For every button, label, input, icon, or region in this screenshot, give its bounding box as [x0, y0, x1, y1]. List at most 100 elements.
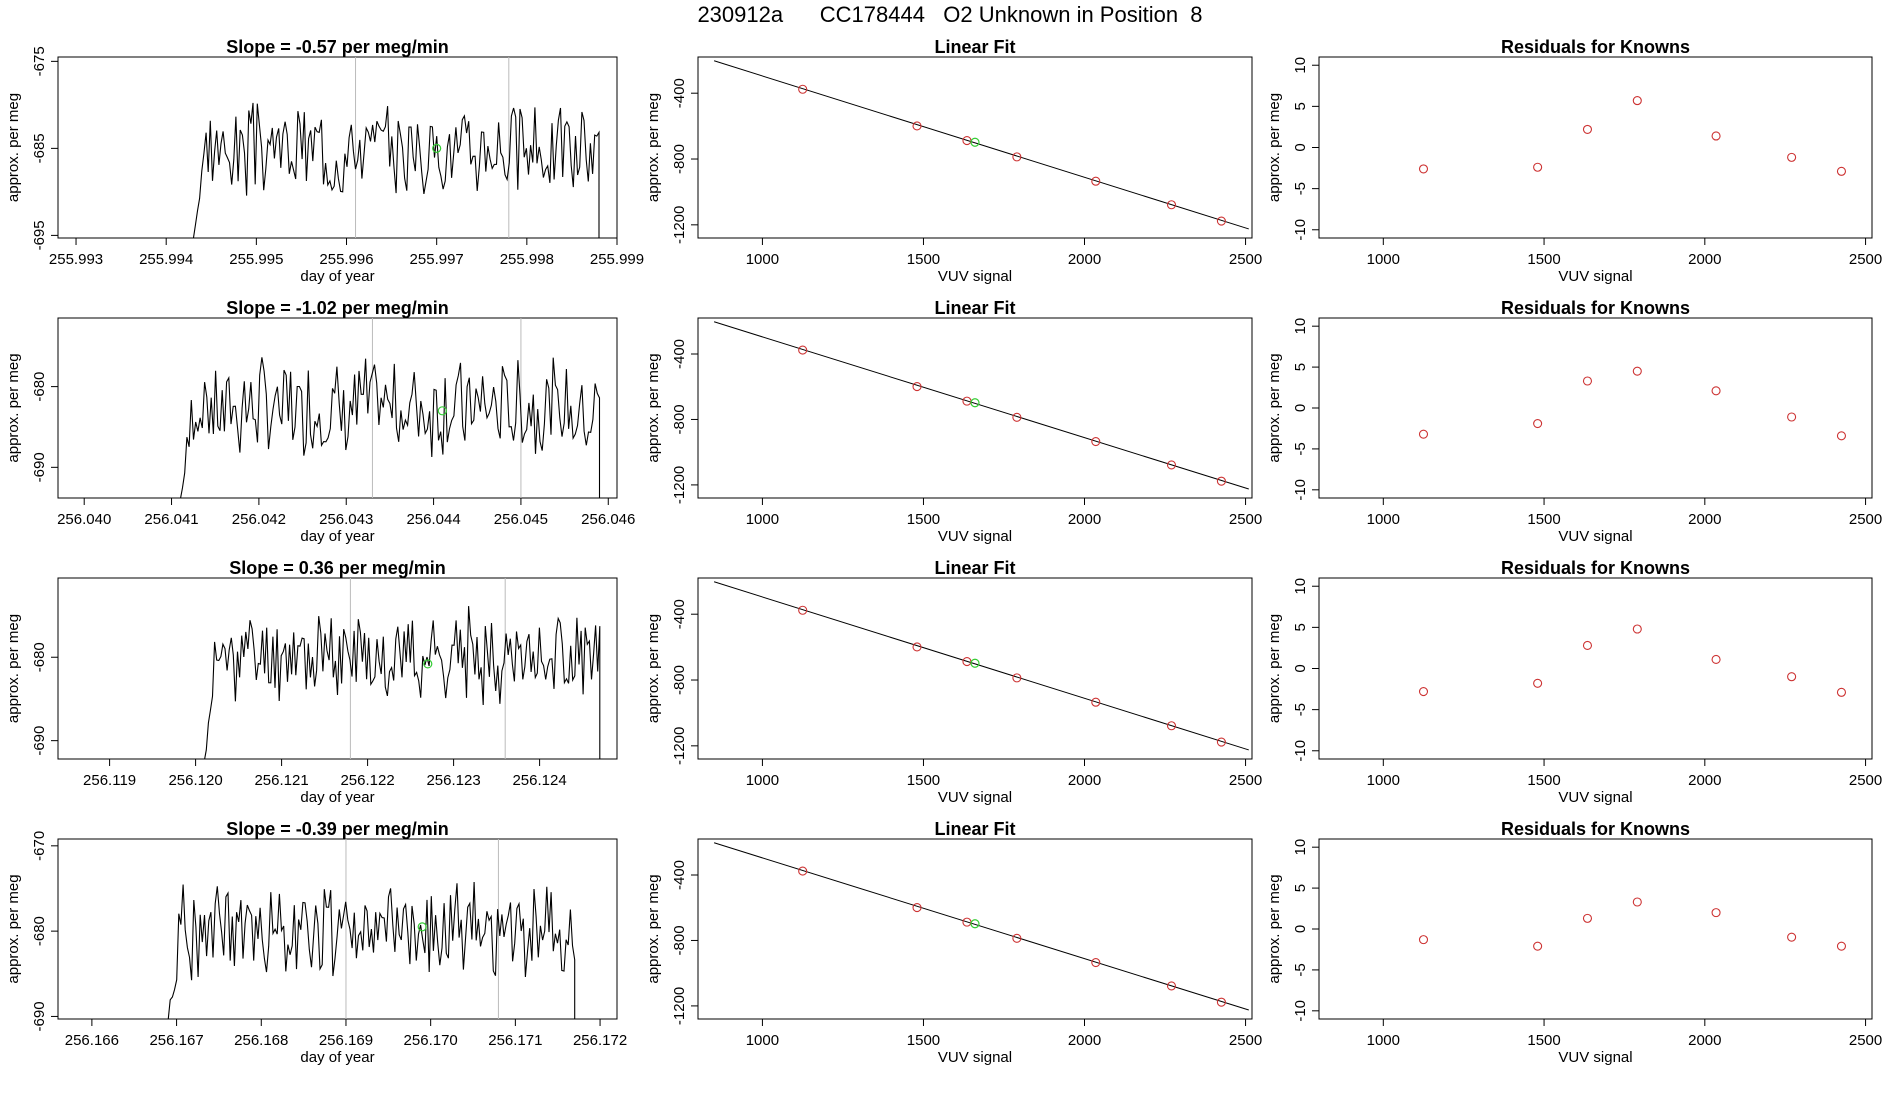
plot-frame: [697, 838, 1253, 1020]
x-tick-label: 2000: [1688, 251, 1721, 268]
residuals-panel-4: Residuals for Knowns 1000 1500 2000 2500 -10 -…: [1266, 819, 1882, 1066]
known-point: [798, 84, 808, 94]
residual-point: [1582, 640, 1593, 651]
unknown-point: [432, 143, 442, 153]
x-tick-label: 2000: [1068, 1032, 1101, 1049]
fit-plot-area: [713, 581, 1249, 751]
x-axis-label: day of year: [300, 268, 374, 285]
y-tick-label: -1200: [671, 206, 688, 244]
known-point: [1166, 200, 1177, 210]
linear-fit-panel-1: Linear Fit 1000 1500 2000 2500 -400 -800 -1200 V…: [645, 37, 1262, 285]
residual-point: [1632, 897, 1642, 907]
x-tick-label: 256.122: [340, 772, 394, 789]
unknown-point: [970, 398, 980, 408]
residual-point: [1836, 941, 1847, 951]
x-tick-label: 2000: [1688, 511, 1721, 528]
x-axis-label: VUV signal: [938, 789, 1012, 806]
y-tick-label: 5: [1292, 102, 1309, 110]
plot-frame: [57, 838, 618, 1020]
y-axis-label: approx. per meg: [5, 93, 22, 202]
x-tick-label: 256.171: [488, 1032, 542, 1049]
x-tick-label: 256.166: [65, 1032, 119, 1049]
y-tick-label: -800: [671, 925, 688, 955]
known-point: [912, 121, 922, 131]
residuals-panel-2: Residuals for Knowns 1000 1500 2000 2500 -10 -…: [1266, 298, 1882, 545]
residual-point: [1787, 152, 1797, 162]
known-point: [798, 866, 808, 876]
x-tick-label: 256.169: [319, 1032, 373, 1049]
known-point: [1091, 697, 1101, 707]
y-tick-label: 0: [1292, 664, 1309, 672]
y-tick-label: 5: [1292, 623, 1309, 631]
x-tick-label: 256.042: [232, 511, 286, 528]
trace-plot-area: [167, 839, 576, 1019]
trace-title: Slope = -0.57 per meg/min: [226, 37, 449, 57]
residual-point: [1836, 687, 1847, 697]
unknown-point: [970, 137, 980, 147]
residual-point: [1418, 164, 1429, 174]
y-axis-label: approx. per meg: [5, 353, 22, 462]
x-axis-label: day of year: [300, 528, 374, 545]
x-tick-label: 2500: [1229, 1032, 1262, 1049]
x-axis-label: VUV signal: [1558, 528, 1632, 545]
x-tick-label: 1500: [1527, 772, 1560, 789]
x-tick-label: 1500: [907, 1032, 940, 1049]
residual-point: [1711, 908, 1721, 918]
residual-point: [1632, 366, 1642, 376]
y-tick-label: 10: [1292, 839, 1309, 856]
x-tick-label: 1500: [907, 251, 940, 268]
y-tick-label: -670: [31, 831, 48, 861]
known-point: [1091, 957, 1101, 968]
residual-point: [1533, 678, 1543, 688]
known-point: [798, 345, 808, 355]
unknown-point: [970, 658, 980, 668]
plot-frame: [57, 577, 618, 760]
x-tick-label: 1000: [746, 1032, 779, 1049]
trace-panel-2: Slope = -1.02 per meg/min 256.040 256.041 2…: [5, 298, 635, 545]
y-tick-label: 10: [1292, 578, 1309, 595]
trace-plot-area: [180, 318, 601, 498]
residuals-title: Residuals for Knowns: [1501, 819, 1690, 839]
x-tick-label: 256.120: [168, 772, 222, 789]
known-point: [1091, 436, 1101, 447]
y-tick-label: -800: [671, 665, 688, 695]
plot-frame: [57, 56, 618, 239]
x-tick-label: 2000: [1688, 772, 1721, 789]
y-tick-label: 0: [1292, 925, 1309, 933]
y-tick-label: -400: [671, 860, 688, 890]
y-tick-label: -5: [1292, 703, 1309, 716]
x-axis-label: VUV signal: [938, 1049, 1012, 1066]
trace-plot-area: [204, 578, 601, 759]
x-tick-label: 1500: [907, 511, 940, 528]
known-point: [912, 903, 922, 913]
y-axis-label: approx. per meg: [1266, 614, 1283, 723]
x-tick-label: 256.046: [581, 511, 635, 528]
y-tick-label: 10: [1292, 57, 1309, 74]
x-axis-label: VUV signal: [1558, 789, 1632, 806]
x-tick-label: 256.121: [254, 772, 308, 789]
fit-plot-area: [713, 321, 1249, 490]
known-point: [1012, 152, 1022, 162]
y-tick-label: -685: [31, 133, 48, 163]
x-tick-label: 256.170: [404, 1032, 458, 1049]
residual-point: [1418, 686, 1429, 697]
residual-point: [1836, 431, 1847, 441]
residual-point: [1533, 162, 1543, 172]
y-axis-label: approx. per meg: [1266, 874, 1283, 983]
y-tick-label: -10: [1292, 219, 1309, 241]
x-tick-label: 256.040: [57, 511, 111, 528]
x-tick-label: 255.995: [229, 251, 283, 268]
x-tick-label: 1000: [746, 511, 779, 528]
x-tick-label: 2000: [1068, 251, 1101, 268]
y-tick-label: -680: [31, 642, 48, 672]
y-axis-label: approx. per meg: [645, 614, 662, 723]
unknown-point: [437, 406, 447, 416]
known-point: [1216, 476, 1226, 486]
fit-plot-area: [713, 60, 1249, 230]
x-tick-label: 255.997: [410, 251, 464, 268]
residuals-title: Residuals for Knowns: [1501, 37, 1690, 57]
x-tick-label: 255.999: [590, 251, 644, 268]
trace-line: [167, 881, 576, 1019]
residuals-panel-1: Residuals for Knowns 1000 1500 2000 2500 -10 -…: [1266, 37, 1882, 285]
plot-frame: [697, 56, 1253, 239]
